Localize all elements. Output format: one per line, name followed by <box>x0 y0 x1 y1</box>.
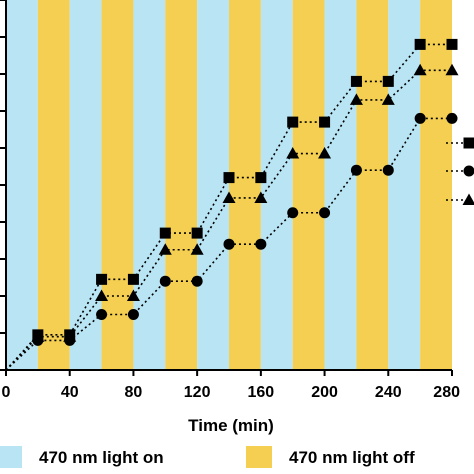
series-layer <box>5 38 459 371</box>
data-point-square <box>287 116 299 128</box>
data-point-triangle <box>126 289 140 301</box>
band-light-off <box>229 0 261 370</box>
x-tick-label: 40 <box>61 384 79 401</box>
legend: 470 nm light on 470 nm light off <box>0 446 415 468</box>
x-axis-title: Time (min) <box>188 416 274 435</box>
data-point-triangle <box>190 243 204 255</box>
x-tick-label: 80 <box>125 384 143 401</box>
data-point-circle <box>414 112 426 124</box>
x-tick-label: 240 <box>375 384 402 401</box>
data-point-circle <box>446 112 458 124</box>
data-point-square <box>159 227 171 239</box>
data-point-circle <box>350 164 362 176</box>
data-point-circle <box>319 207 331 219</box>
x-tick-label: 280 <box>433 384 460 401</box>
data-point-square <box>382 75 394 87</box>
data-point-circle <box>127 309 139 320</box>
data-point-square <box>414 38 426 50</box>
band-light-on <box>388 0 421 370</box>
data-point-triangle <box>381 93 395 105</box>
data-point-circle <box>223 238 235 250</box>
data-point-triangle <box>254 191 268 203</box>
data-point-square <box>223 172 235 184</box>
right-legend-markers <box>446 137 474 205</box>
series-line-square <box>5 43 452 371</box>
data-point-circle <box>96 309 108 320</box>
band-light-off <box>420 0 452 370</box>
data-point-triangle <box>349 93 363 105</box>
data-point-triangle <box>318 147 332 159</box>
data-point-triangle <box>413 63 427 76</box>
data-point-triangle <box>95 289 109 301</box>
tick-labels: 0 40 80 120 160 200 240 280 <box>2 384 461 401</box>
data-point-square <box>191 227 203 239</box>
axes <box>0 0 453 376</box>
band-light-off <box>292 0 325 370</box>
data-point-circle <box>32 334 44 346</box>
band-light-off <box>37 0 70 370</box>
data-point-square <box>350 75 362 87</box>
right-legend-marker-triangle <box>462 193 474 205</box>
band-light-on <box>324 0 357 370</box>
data-point-triangle <box>286 147 300 159</box>
x-tick-label: 120 <box>184 384 211 401</box>
data-point-square <box>319 116 331 128</box>
right-legend-marker-square <box>463 137 474 149</box>
data-point-triangle <box>158 243 172 255</box>
legend-label: 470 nm light off <box>289 448 415 467</box>
data-point-circle <box>382 164 394 176</box>
data-point-circle <box>191 275 203 287</box>
data-point-circle <box>64 334 76 346</box>
data-point-square <box>255 172 267 184</box>
legend-swatch <box>246 446 272 468</box>
background-bands <box>6 0 452 370</box>
band-light-off <box>356 0 389 370</box>
data-point-circle <box>255 238 267 250</box>
data-point-circle <box>287 207 299 219</box>
x-tick-label: 200 <box>311 384 338 401</box>
x-tick-label: 160 <box>248 384 275 401</box>
data-point-circle <box>159 275 171 287</box>
band-light-on <box>197 0 229 370</box>
data-point-triangle <box>445 63 459 76</box>
band-light-off <box>165 0 198 370</box>
data-point-square <box>96 273 108 285</box>
right-legend-marker-circle <box>463 165 474 177</box>
legend-swatch <box>0 446 22 468</box>
data-point-triangle <box>222 191 236 203</box>
legend-label: 470 nm light on <box>39 448 164 467</box>
band-light-on <box>6 0 38 370</box>
band-light-on <box>260 0 293 370</box>
data-point-square <box>127 273 139 285</box>
data-point-square <box>446 38 458 50</box>
band-light-off <box>101 0 134 370</box>
x-tick-label: 0 <box>2 384 11 401</box>
